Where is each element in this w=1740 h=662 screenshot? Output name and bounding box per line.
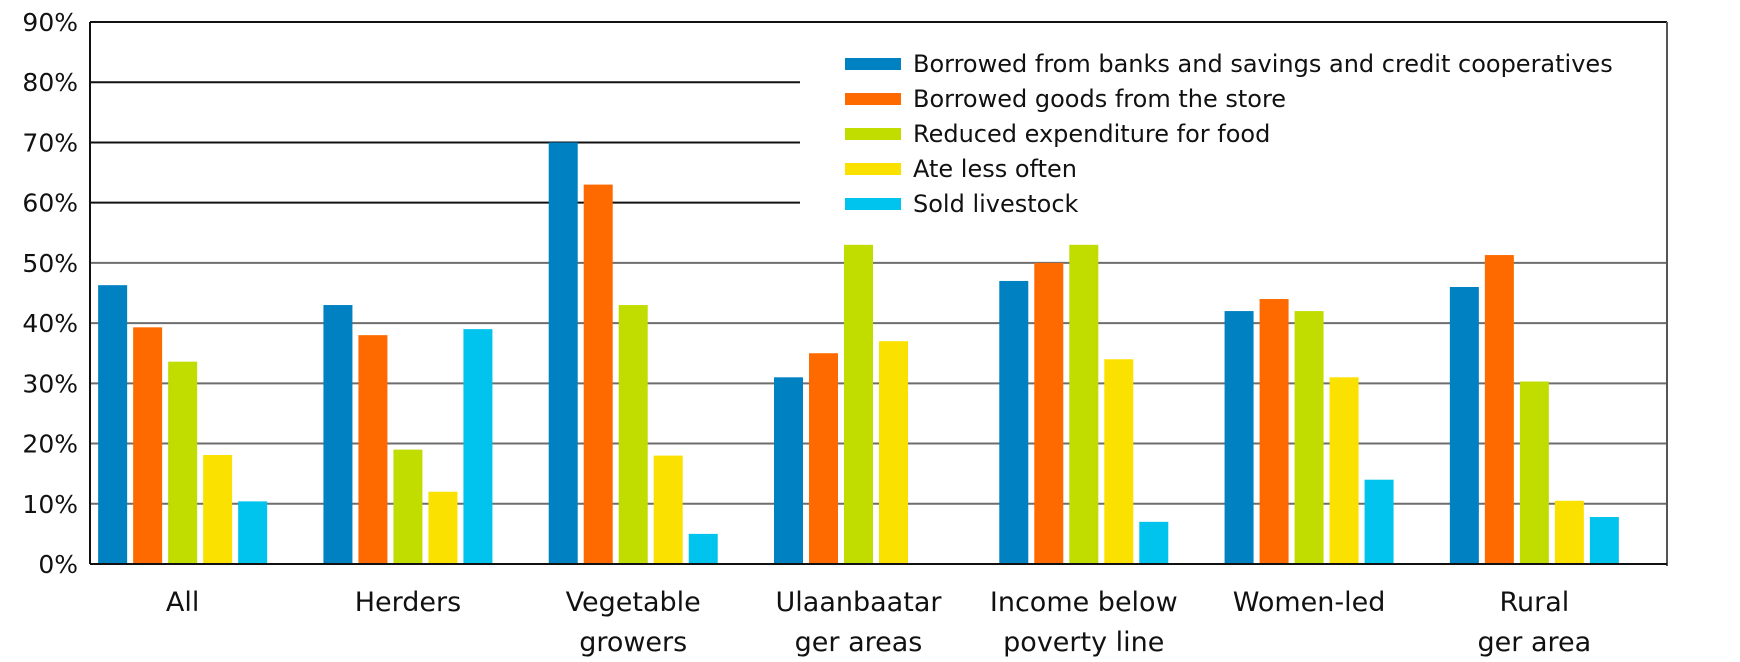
y-tick-label: 90% <box>22 8 78 37</box>
y-tick-label: 20% <box>22 430 78 459</box>
bar-6-1 <box>1484 255 1514 564</box>
legend-swatch <box>845 93 901 105</box>
gridlines <box>90 81 1667 505</box>
bar-2-1 <box>583 184 613 564</box>
legend: Borrowed from banks and savings and cred… <box>845 50 1613 218</box>
x-category-label: ger area <box>1478 627 1592 658</box>
legend-swatch <box>845 58 901 70</box>
bar-5-4 <box>1364 479 1394 564</box>
bar-0-2 <box>168 361 198 564</box>
bar-0-1 <box>133 327 163 564</box>
y-tick-label: 50% <box>22 249 78 278</box>
x-category-label: poverty line <box>1003 627 1164 658</box>
bar-3-0 <box>774 377 803 564</box>
bar-2-4 <box>688 533 718 564</box>
x-category-label: Rural <box>1499 587 1569 618</box>
bar-4-2 <box>1069 244 1099 565</box>
bar-1-1 <box>358 335 388 564</box>
bar-4-3 <box>1104 359 1134 564</box>
bar-4-1 <box>1034 262 1064 564</box>
bar-4-4 <box>1139 521 1169 564</box>
y-tick-label: 70% <box>22 128 78 157</box>
legend-swatch <box>845 198 901 210</box>
plot-frame <box>89 21 1668 566</box>
y-tick-label: 60% <box>22 189 78 218</box>
legend-label: Reduced expenditure for food <box>913 120 1270 148</box>
x-category-label: All <box>166 587 199 618</box>
y-tick-label: 0% <box>38 550 78 579</box>
x-category-label: Ulaanbaatar <box>776 587 943 618</box>
bar-4-0 <box>999 280 1029 564</box>
bar-2-0 <box>548 142 578 564</box>
x-category-label: ger areas <box>795 627 923 658</box>
bar-0-3 <box>203 454 233 564</box>
bar-5-1 <box>1259 299 1289 564</box>
bar-5-2 <box>1294 311 1324 564</box>
bar-2-2 <box>618 305 648 564</box>
bar-0-4 <box>238 501 268 564</box>
bars <box>98 142 1619 565</box>
bar-1-0 <box>323 305 353 564</box>
legend-label: Ate less often <box>913 155 1077 183</box>
x-axis-category-labels: All Herders Vegetable growers Ulaanbaatar ger… <box>166 587 1591 658</box>
bar-2-3 <box>653 455 683 564</box>
legend-label: Borrowed from banks and savings and cred… <box>913 50 1613 78</box>
bar-6-0 <box>1449 286 1479 564</box>
bar-5-0 <box>1224 311 1254 564</box>
x-category-label: Vegetable <box>566 587 701 618</box>
y-axis-tick-labels: 0% 10% 20% 30% 40% 50% 60% 70% 80% 90% <box>22 8 78 579</box>
bar-1-4 <box>463 329 493 564</box>
legend-label: Sold livestock <box>913 190 1079 218</box>
bar-5-3 <box>1329 377 1359 564</box>
y-tick-label: 10% <box>22 490 78 519</box>
bar-3-1 <box>809 353 838 564</box>
x-category-label: growers <box>579 627 687 658</box>
bar-1-2 <box>393 449 423 564</box>
legend-label: Borrowed goods from the store <box>913 85 1286 113</box>
x-category-label: Women-led <box>1233 587 1386 618</box>
x-category-label: Herders <box>355 587 461 618</box>
x-category-label: Income below <box>990 587 1178 618</box>
y-tick-label: 30% <box>22 369 78 398</box>
bar-6-4 <box>1589 517 1619 564</box>
bar-1-3 <box>428 491 458 564</box>
bar-3-2 <box>844 244 873 565</box>
y-tick-label: 40% <box>22 309 78 338</box>
bar-6-3 <box>1554 500 1584 564</box>
bar-0-0 <box>98 285 128 564</box>
bar-6-2 <box>1519 381 1549 564</box>
legend-swatch <box>845 163 901 175</box>
y-tick-label: 80% <box>22 68 78 97</box>
bar-3-3 <box>879 341 908 564</box>
legend-swatch <box>845 128 901 140</box>
